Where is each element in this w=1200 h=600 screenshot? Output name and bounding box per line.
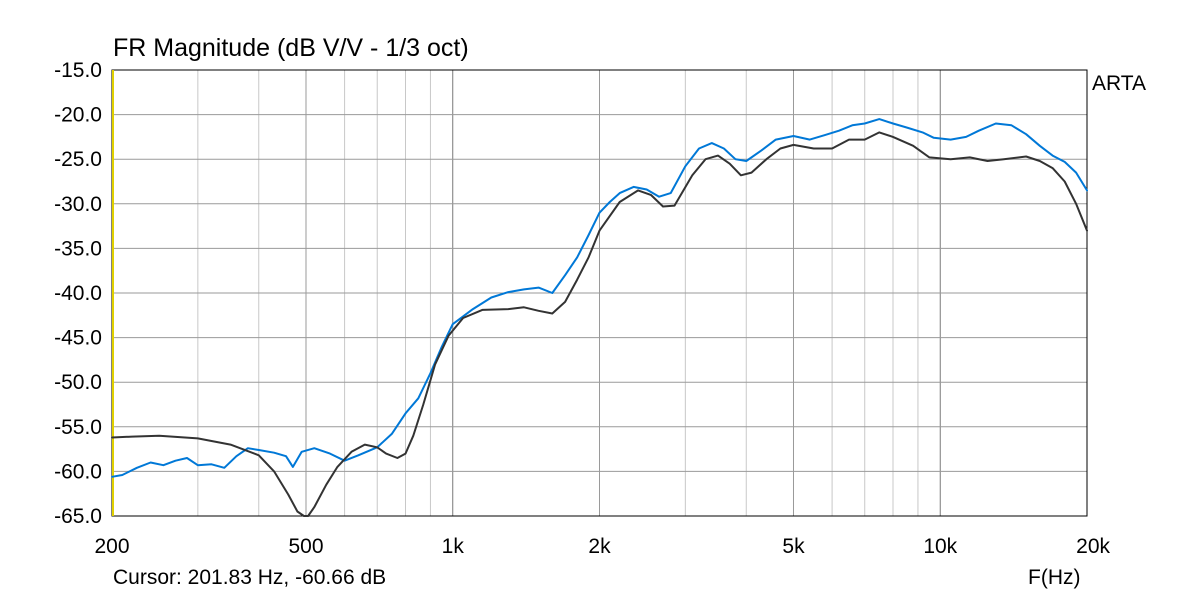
y-tick-label: -65.0 bbox=[54, 505, 102, 528]
cursor-readout: Cursor: 201.83 Hz, -60.66 dB bbox=[113, 566, 387, 589]
y-tick-label: -35.0 bbox=[54, 237, 102, 260]
y-tick-label: -20.0 bbox=[54, 104, 102, 127]
y-axis-tick-labels: -15.0 -20.0 -25.0 -30.0 -35.0 -40.0 -45.0 -50.0… bbox=[54, 59, 102, 528]
series-line-1 bbox=[111, 118, 1088, 478]
x-axis-tick-labels: 200 500 1k 2k 5k 10k 20k bbox=[94, 535, 1110, 558]
x-tick-label: 1k bbox=[442, 535, 465, 558]
major-gridlines bbox=[112, 70, 1087, 516]
x-tick-label: 5k bbox=[782, 535, 805, 558]
chart-title: FR Magnitude (dB V/V - 1/3 oct) bbox=[113, 34, 469, 62]
x-axis-label: F(Hz) bbox=[1028, 566, 1081, 589]
x-tick-label: 500 bbox=[288, 535, 323, 558]
y-tick-label: -45.0 bbox=[54, 327, 102, 350]
y-tick-label: -55.0 bbox=[54, 416, 102, 439]
x-tick-label: 20k bbox=[1076, 535, 1110, 558]
x-tick-label: 2k bbox=[588, 535, 611, 558]
x-tick-label: 10k bbox=[923, 535, 957, 558]
y-tick-label: -25.0 bbox=[54, 148, 102, 171]
y-tick-label: -15.0 bbox=[54, 59, 102, 82]
x-tick-label: 200 bbox=[94, 535, 129, 558]
y-tick-label: -60.0 bbox=[54, 460, 102, 483]
brand-label: ARTA bbox=[1092, 72, 1147, 95]
series-layer bbox=[111, 118, 1088, 517]
y-tick-label: -50.0 bbox=[54, 371, 102, 394]
series-line-2 bbox=[111, 131, 1088, 517]
y-tick-label: -30.0 bbox=[54, 193, 102, 216]
y-tick-label: -40.0 bbox=[54, 282, 102, 305]
